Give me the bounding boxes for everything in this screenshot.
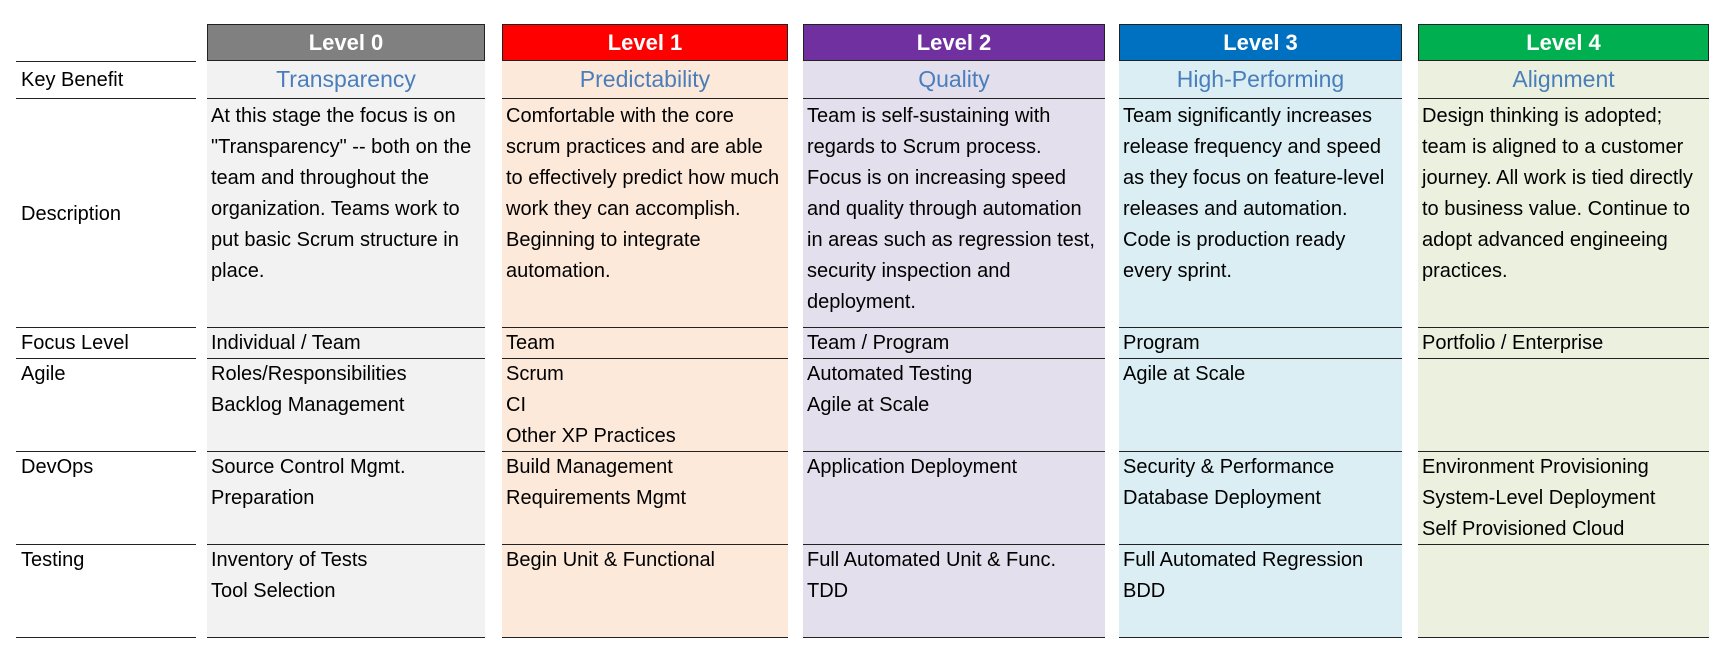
level-body: High-Performing Team significantly increa… xyxy=(1119,61,1402,638)
level-body: Transparency At this stage the focus is o… xyxy=(207,61,485,638)
agile-cell: Automated Testing Agile at Scale xyxy=(803,359,1105,452)
level-1-column: Level 1 Predictability Comfortable with th… xyxy=(502,24,788,638)
level-body: Predictability Comfortable with the core … xyxy=(502,61,788,638)
row-label-description-text: Description xyxy=(21,202,122,225)
agile-item: CI xyxy=(506,394,526,416)
key-benefit: Transparency xyxy=(207,61,485,99)
devops-cell: Application Deployment xyxy=(803,452,1105,545)
devops-item: Build Management xyxy=(506,456,673,478)
testing-cell: Inventory of Tests Tool Selection xyxy=(207,545,485,638)
agile-item: Backlog Management xyxy=(211,394,405,416)
devops-item: Requirements Mgmt xyxy=(506,487,687,509)
row-label-description: Description xyxy=(16,99,196,328)
agile-item: Roles/Responsibilities xyxy=(211,363,407,385)
level-header: Level 0 xyxy=(207,24,485,61)
level-body: Quality Team is self-sustaining with rega… xyxy=(803,61,1105,638)
devops-item: Database Deployment xyxy=(1123,487,1321,509)
testing-item: TDD xyxy=(807,580,849,602)
agile-item: Scrum xyxy=(506,363,564,385)
level-4-column: Level 4 Alignment Design thinking is adopt… xyxy=(1418,24,1709,638)
level-2-column: Level 2 Quality Team is self-sustaining wi… xyxy=(803,24,1105,638)
row-label-focus-level: Focus Level xyxy=(16,328,196,359)
level-0-column: Level 0 Transparency At this stage the foc… xyxy=(207,24,485,638)
key-benefit: Quality xyxy=(803,61,1105,99)
level-header: Level 1 xyxy=(502,24,788,61)
level-3-column: Level 3 High-Performing Team significantly… xyxy=(1119,24,1402,638)
focus-level: Portfolio / Enterprise xyxy=(1418,328,1709,359)
devops-item: Application Deployment xyxy=(807,456,1018,478)
devops-item: Self Provisioned Cloud xyxy=(1422,518,1625,540)
description: Team significantly increases release fre… xyxy=(1119,99,1402,328)
focus-level: Team / Program xyxy=(803,328,1105,359)
row-labels: Key Benefit Description Focus Level Agil… xyxy=(16,61,196,638)
level-header: Level 3 xyxy=(1119,24,1402,61)
level-header: Level 2 xyxy=(803,24,1105,61)
key-benefit: Predictability xyxy=(502,61,788,99)
key-benefit: High-Performing xyxy=(1119,61,1402,99)
row-label-devops: DevOps xyxy=(16,452,196,545)
agile-item: Other XP Practices xyxy=(506,425,676,447)
devops-cell: Build Management Requirements Mgmt xyxy=(502,452,788,545)
description: At this stage the focus is on "Transpare… xyxy=(207,99,485,328)
testing-item: Full Automated Unit & Func. xyxy=(807,549,1057,571)
agile-item: Agile at Scale xyxy=(1123,363,1246,385)
description: Comfortable with the core scrum practice… xyxy=(502,99,788,328)
testing-item: BDD xyxy=(1123,580,1166,602)
row-label-key-benefit: Key Benefit xyxy=(16,61,196,99)
row-label-testing: Testing xyxy=(16,545,196,638)
key-benefit: Alignment xyxy=(1418,61,1709,99)
devops-cell: Source Control Mgmt. Preparation xyxy=(207,452,485,545)
testing-cell: Full Automated Regression BDD xyxy=(1119,545,1402,638)
agile-cell: Scrum CI Other XP Practices xyxy=(502,359,788,452)
devops-item: Security & Performance xyxy=(1123,456,1335,478)
focus-level: Team xyxy=(502,328,788,359)
agile-cell: Roles/Responsibilities Backlog Management xyxy=(207,359,485,452)
devops-item: Environment Provisioning xyxy=(1422,456,1649,478)
description: Team is self-sustaining with regards to … xyxy=(803,99,1105,328)
testing-item: Begin Unit & Functional xyxy=(506,549,716,571)
level-header: Level 4 xyxy=(1418,24,1709,61)
agile-cell xyxy=(1418,359,1709,452)
devops-item: Source Control Mgmt. xyxy=(211,456,406,478)
testing-item: Tool Selection xyxy=(211,580,336,602)
testing-item: Inventory of Tests xyxy=(211,549,368,571)
testing-cell: Begin Unit & Functional xyxy=(502,545,788,638)
row-label-agile: Agile xyxy=(16,359,196,452)
agile-cell: Agile at Scale xyxy=(1119,359,1402,452)
testing-cell xyxy=(1418,545,1709,638)
description: Design thinking is adopted; team is alig… xyxy=(1418,99,1709,328)
devops-item: Preparation xyxy=(211,487,315,509)
agile-item: Agile at Scale xyxy=(807,394,930,416)
focus-level: Program xyxy=(1119,328,1402,359)
level-body: Alignment Design thinking is adopted; tea… xyxy=(1418,61,1709,638)
devops-cell: Security & Performance Database Deploymen… xyxy=(1119,452,1402,545)
devops-item: System-Level Deployment xyxy=(1422,487,1656,509)
focus-level: Individual / Team xyxy=(207,328,485,359)
testing-item: Full Automated Regression xyxy=(1123,549,1364,571)
agile-item: Automated Testing xyxy=(807,363,973,385)
testing-cell: Full Automated Unit & Func. TDD xyxy=(803,545,1105,638)
devops-cell: Environment Provisioning System-Level Dep… xyxy=(1418,452,1709,545)
